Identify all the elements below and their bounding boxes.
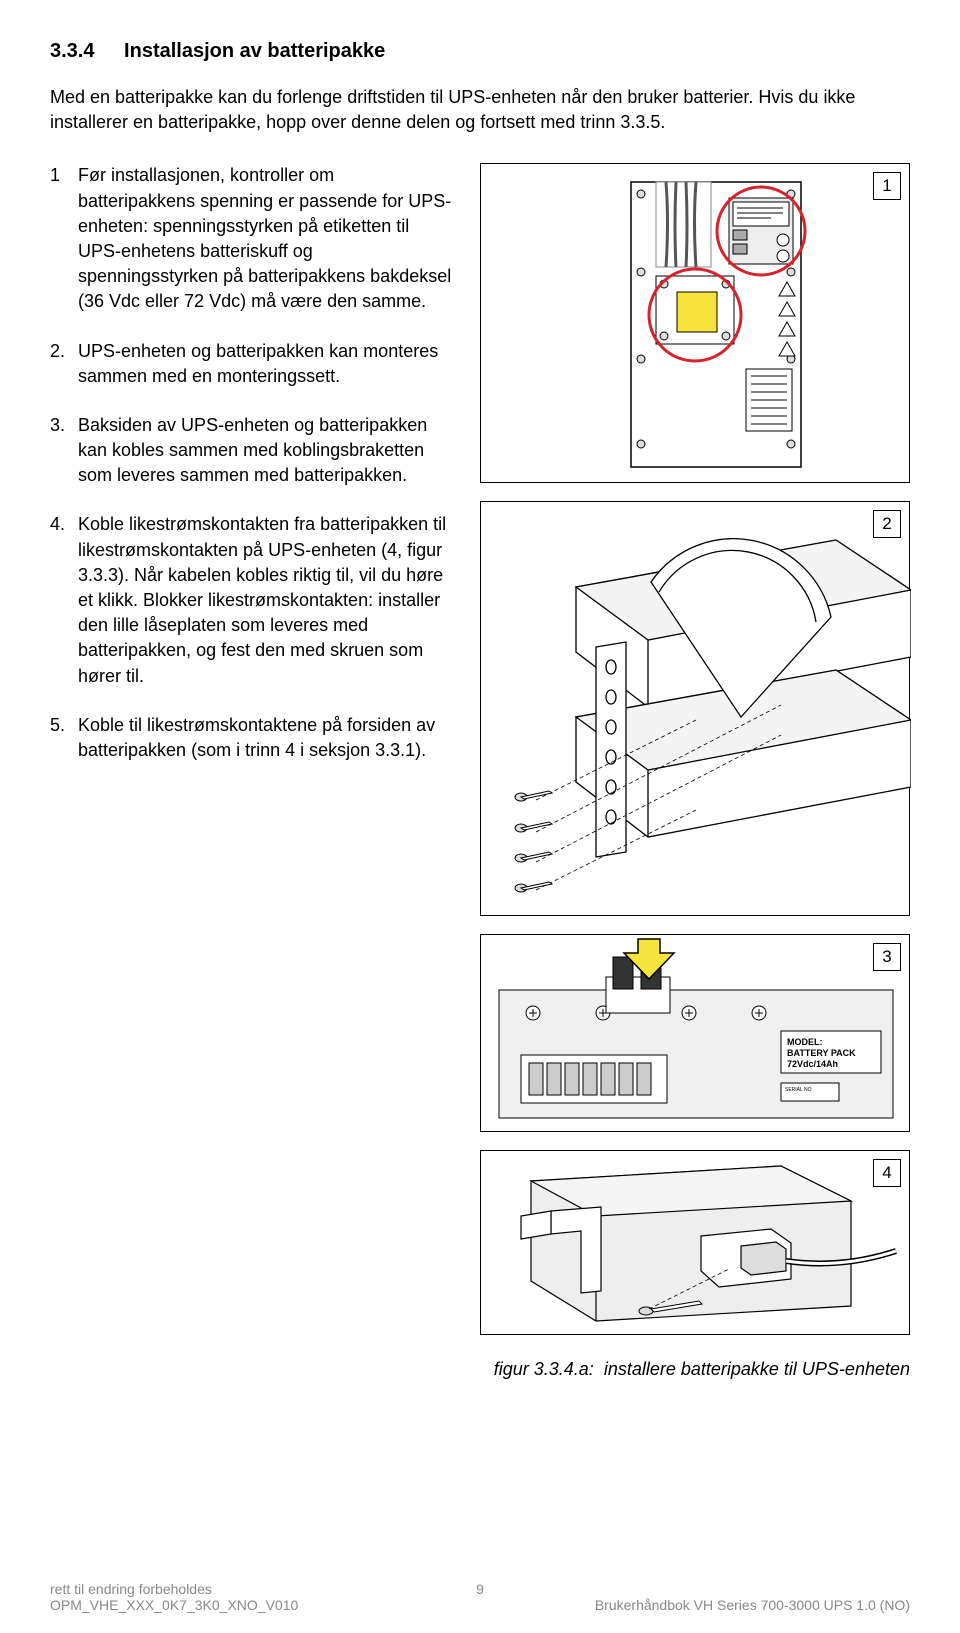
figure-3: 3 bbox=[480, 934, 910, 1132]
heading-title: Installasjon av batteripakke bbox=[124, 40, 385, 62]
footer-left: rett til endring forbeholdes OPM_VHE_XXX… bbox=[50, 1581, 298, 1613]
figure-2-svg bbox=[481, 502, 911, 917]
steps-column: 1 Før installasjonen, kontroller om batt… bbox=[50, 163, 455, 787]
step-number: 4. bbox=[50, 512, 78, 688]
footer-right: Brukerhåndbok VH Series 700-3000 UPS 1.0… bbox=[595, 1597, 910, 1613]
step-5: 5. Koble til likestrømskontaktene på for… bbox=[50, 713, 455, 763]
figure-badge: 3 bbox=[873, 943, 901, 971]
step-text: Koble likestrømskontakten fra batteripak… bbox=[78, 512, 455, 688]
figures-column: 1 bbox=[473, 163, 910, 1380]
step-number: 3. bbox=[50, 413, 78, 489]
footer-page-number: 9 bbox=[476, 1581, 484, 1597]
step-text: UPS-enheten og batteripakken kan montere… bbox=[78, 339, 455, 389]
step-number: 5. bbox=[50, 713, 78, 763]
figure-4: 4 bbox=[480, 1150, 910, 1335]
step-number: 2. bbox=[50, 339, 78, 389]
figure-badge: 4 bbox=[873, 1159, 901, 1187]
figure-badge: 1 bbox=[873, 172, 901, 200]
figure-3-svg: MODEL: BATTERY PACK 72Vdc/14Ah SERIAL NO bbox=[481, 935, 911, 1133]
model-line2: BATTERY PACK bbox=[787, 1048, 856, 1058]
svg-text:SERIAL NO: SERIAL NO bbox=[785, 1087, 812, 1093]
figure-badge: 2 bbox=[873, 510, 901, 538]
figure-4-svg bbox=[481, 1151, 911, 1336]
model-line3: 72Vdc/14Ah bbox=[787, 1059, 838, 1069]
page-footer: rett til endring forbeholdes OPM_VHE_XXX… bbox=[50, 1581, 910, 1613]
footer-left-2: OPM_VHE_XXX_0K7_3K0_XNO_V010 bbox=[50, 1597, 298, 1613]
step-text: Koble til likestrømskontaktene på forsid… bbox=[78, 713, 455, 763]
step-number: 1 bbox=[50, 163, 78, 314]
figure-1-svg bbox=[481, 164, 911, 484]
heading-number: 3.3.4 bbox=[50, 40, 94, 63]
step-2: 2. UPS-enheten og batteripakken kan mont… bbox=[50, 339, 455, 389]
step-4: 4. Koble likestrømskontakten fra batteri… bbox=[50, 512, 455, 688]
step-text: Baksiden av UPS-enheten og batteripakken… bbox=[78, 413, 455, 489]
step-3: 3. Baksiden av UPS-enheten og batteripak… bbox=[50, 413, 455, 489]
caption-text: installere batteripakke til UPS-enheten bbox=[604, 1359, 910, 1379]
figure-1: 1 bbox=[480, 163, 910, 483]
content-row: 1 Før installasjonen, kontroller om batt… bbox=[50, 163, 910, 1380]
footer-left-1: rett til endring forbeholdes bbox=[50, 1581, 298, 1597]
intro-paragraph: Med en batteripakke kan du forlenge drif… bbox=[50, 85, 910, 135]
model-line1: MODEL: bbox=[787, 1037, 823, 1047]
caption-label: figur 3.3.4.a: bbox=[494, 1359, 594, 1379]
figure-caption: figur 3.3.4.a: installere batteripakke t… bbox=[480, 1359, 910, 1380]
figure-2: 2 bbox=[480, 501, 910, 916]
step-1: 1 Før installasjonen, kontroller om batt… bbox=[50, 163, 455, 314]
section-heading: 3.3.4 Installasjon av batteripakke bbox=[50, 40, 910, 63]
step-text: Før installasjonen, kontroller om batter… bbox=[78, 163, 455, 314]
